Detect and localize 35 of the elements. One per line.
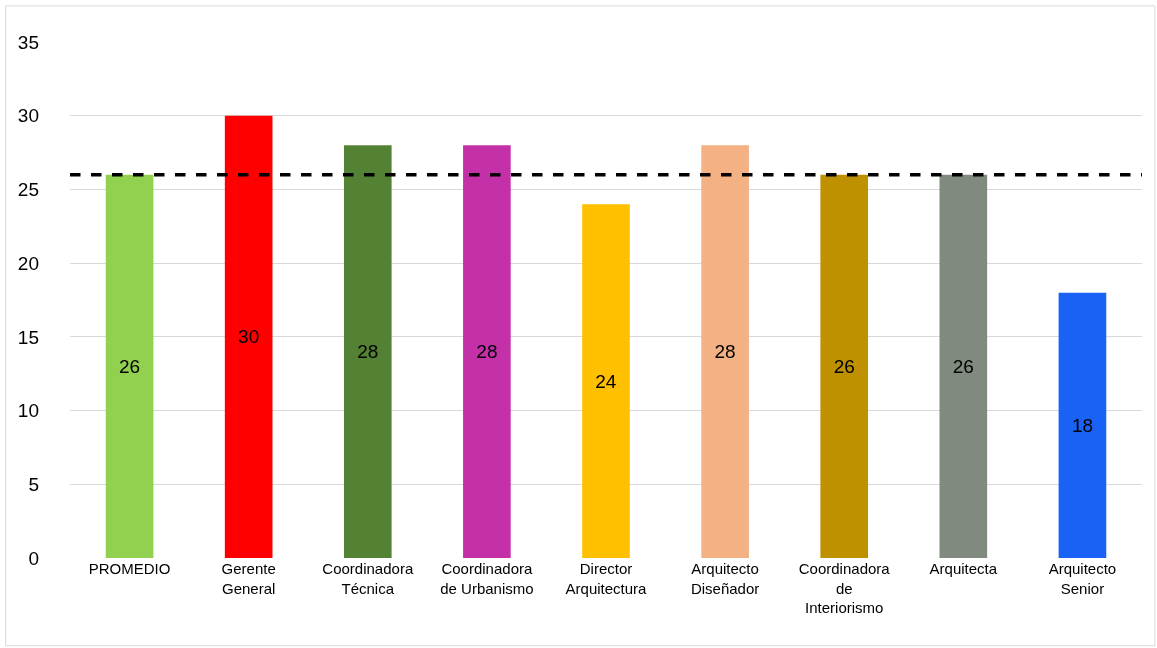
data-label: 24 xyxy=(595,370,617,392)
bar xyxy=(105,174,154,558)
y-tick-label: 0 xyxy=(28,547,39,569)
data-label: 28 xyxy=(476,341,498,363)
data-label: 28 xyxy=(714,341,736,363)
x-tick-label: Arquitecta xyxy=(929,560,998,577)
bar xyxy=(820,174,869,558)
y-tick-label: 5 xyxy=(28,473,39,495)
bar xyxy=(701,145,749,558)
y-tick-label: 25 xyxy=(17,179,39,201)
y-tick-label: 15 xyxy=(17,326,39,348)
bar xyxy=(463,145,511,558)
data-label: 26 xyxy=(833,355,855,377)
y-tick-label: 10 xyxy=(17,400,39,422)
x-tick-label: Coordinadora de Interiorismo xyxy=(798,560,891,616)
data-label: 26 xyxy=(118,355,141,377)
bar xyxy=(224,115,273,558)
bar xyxy=(939,174,988,558)
data-label: 26 xyxy=(952,355,974,377)
x-tick-label: Gerente General xyxy=(221,560,276,597)
bar xyxy=(1058,292,1107,558)
y-tick-label: 20 xyxy=(17,252,39,274)
bar xyxy=(343,145,392,558)
data-label: 18 xyxy=(1071,414,1094,436)
x-tick-label: Coordinadora de Urbanismo xyxy=(440,560,534,597)
y-tick-label: 35 xyxy=(17,31,39,53)
x-tick-label: PROMEDIO xyxy=(88,560,171,577)
data-label: 30 xyxy=(238,326,260,348)
data-label: 28 xyxy=(357,341,379,363)
x-tick-label: Director Arquitectura xyxy=(565,560,648,597)
x-tick-label: Arquitecto Senior xyxy=(1048,560,1117,597)
x-tick-label: Arquitecto Diseñador xyxy=(690,560,760,597)
bar xyxy=(582,204,630,558)
y-tick-label: 30 xyxy=(17,105,39,127)
x-tick-label: Coordinadora Técnica xyxy=(322,560,414,597)
